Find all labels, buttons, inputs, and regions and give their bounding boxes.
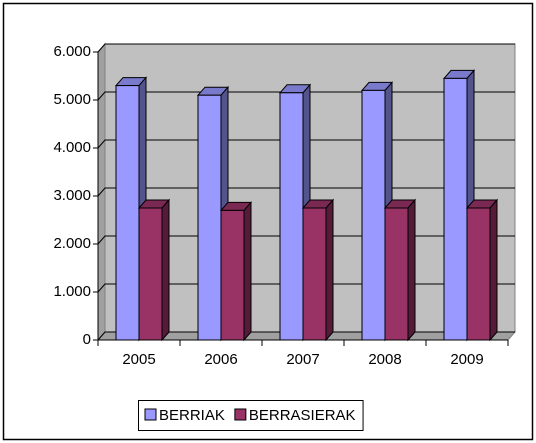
- y-tick-label: 3.000: [53, 187, 91, 204]
- x-tick-label: 2005: [122, 351, 155, 368]
- x-tick-label: 2009: [450, 351, 483, 368]
- bar: [197, 94, 222, 341]
- y-tick-label: 5.000: [53, 91, 91, 108]
- y-tick-label: 1.000: [53, 283, 91, 300]
- bar: [279, 92, 304, 341]
- y-tick-label: 6.000: [53, 43, 91, 60]
- grid-line: [97, 43, 515, 53]
- bar-side: [489, 198, 498, 342]
- bar: [115, 85, 140, 341]
- bar: [443, 77, 468, 341]
- bar: [138, 207, 163, 341]
- bar: [302, 207, 327, 341]
- bar: [361, 89, 386, 341]
- bar-side: [161, 198, 170, 342]
- bar: [220, 209, 245, 341]
- bar-side: [243, 201, 252, 342]
- bar: [384, 207, 409, 341]
- y-tick-label: 4.000: [53, 139, 91, 156]
- legend-swatch: [234, 408, 247, 421]
- legend: [138, 400, 364, 431]
- bar-side: [407, 198, 416, 342]
- legend-label: BERRASIERAK: [249, 407, 356, 424]
- legend-label: BERRIAK: [159, 407, 225, 424]
- bar: [466, 207, 491, 341]
- legend-swatch: [144, 408, 157, 421]
- x-tick-label: 2006: [204, 351, 237, 368]
- x-tick-label: 2008: [368, 351, 401, 368]
- y-tick-label: 2.000: [53, 235, 91, 252]
- x-tick-label: 2007: [286, 351, 319, 368]
- y-tick-label: 0: [83, 331, 91, 348]
- bar-side: [325, 198, 334, 342]
